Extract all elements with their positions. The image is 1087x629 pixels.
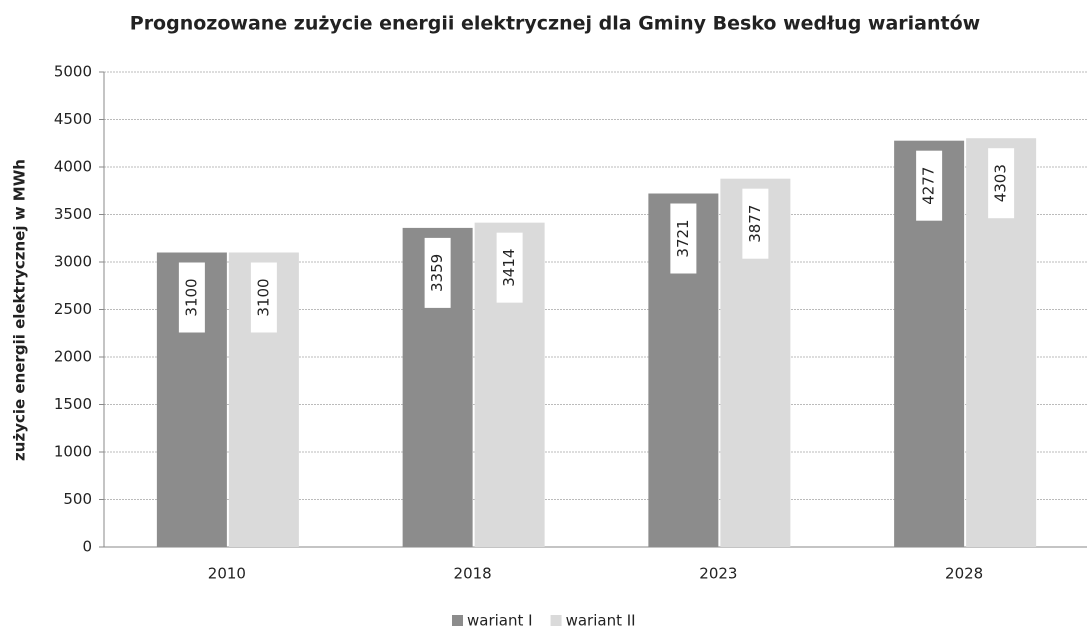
legend-label: wariant I — [467, 612, 533, 629]
value-label-box — [670, 203, 697, 274]
chart-title: Prognozowane zużycie energii elektryczne… — [130, 13, 980, 35]
y-tick-label: 5000 — [54, 63, 92, 81]
y-tick-label: 0 — [82, 538, 92, 556]
x-tick-label: 2010 — [208, 565, 246, 583]
value-label-box — [496, 232, 523, 303]
value-label: 3100 — [254, 278, 272, 316]
y-tick-label: 1500 — [54, 395, 92, 413]
value-label: 3414 — [500, 249, 518, 287]
value-label: 4303 — [992, 164, 1010, 202]
value-label-box — [424, 237, 451, 308]
value-label-box — [250, 262, 277, 333]
x-tick-label: 2018 — [454, 565, 492, 583]
y-tick-label: 3500 — [54, 205, 92, 223]
value-label: 3877 — [746, 205, 764, 243]
value-label: 3721 — [674, 219, 692, 257]
y-tick-label: 3000 — [54, 253, 92, 271]
x-tick-label: 2028 — [945, 565, 983, 583]
y-tick-label: 500 — [63, 490, 92, 508]
value-label-box — [742, 188, 769, 259]
value-label-box — [916, 150, 943, 221]
value-label: 3359 — [428, 254, 446, 292]
x-tick-label: 2023 — [699, 565, 737, 583]
legend-swatch — [550, 615, 562, 626]
y-tick-label: 2000 — [54, 348, 92, 366]
y-tick-label: 4000 — [54, 158, 92, 176]
value-label: 3100 — [182, 278, 200, 316]
value-label-box — [178, 262, 205, 333]
value-label: 4277 — [920, 167, 938, 205]
y-tick-label: 2500 — [54, 300, 92, 318]
y-tick-label: 1000 — [54, 443, 92, 461]
value-label-box — [988, 148, 1015, 219]
legend-swatch — [452, 615, 463, 626]
y-axis-title: zużycie energii elektrycznej w MWh — [11, 159, 29, 461]
legend-label: wariant II — [566, 612, 636, 629]
y-tick-label: 4500 — [54, 110, 92, 128]
